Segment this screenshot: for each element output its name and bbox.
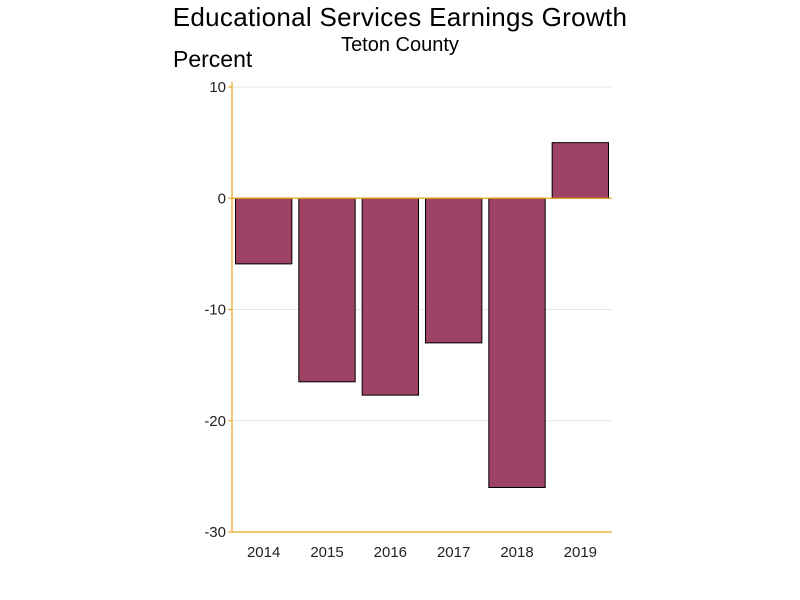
y-axis-label: Percent [173,46,253,72]
x-tick-label: 2018 [500,544,533,561]
bar-2018 [488,197,546,488]
y-tick-label: -20 [204,413,226,430]
bar-2015 [298,197,356,383]
bar-2014 [234,197,293,265]
chart-title: Educational Services Earnings Growth [172,2,628,32]
x-tick-label: 2015 [310,544,343,561]
x-tick-label: 2017 [437,544,470,561]
y-tick-label: -10 [204,302,226,319]
chart-subtitle: Teton County [341,34,459,56]
bar-2017 [424,197,483,344]
bar-2016 [361,197,420,396]
x-tick-label: 2014 [247,544,280,561]
y-tick-label: 10 [209,79,226,96]
x-tick-label: 2016 [374,544,407,561]
y-tick-label: -30 [204,524,226,541]
y-tick-label: 0 [218,190,226,207]
x-tick-label: 2019 [564,544,597,561]
bar-2019 [551,142,610,199]
